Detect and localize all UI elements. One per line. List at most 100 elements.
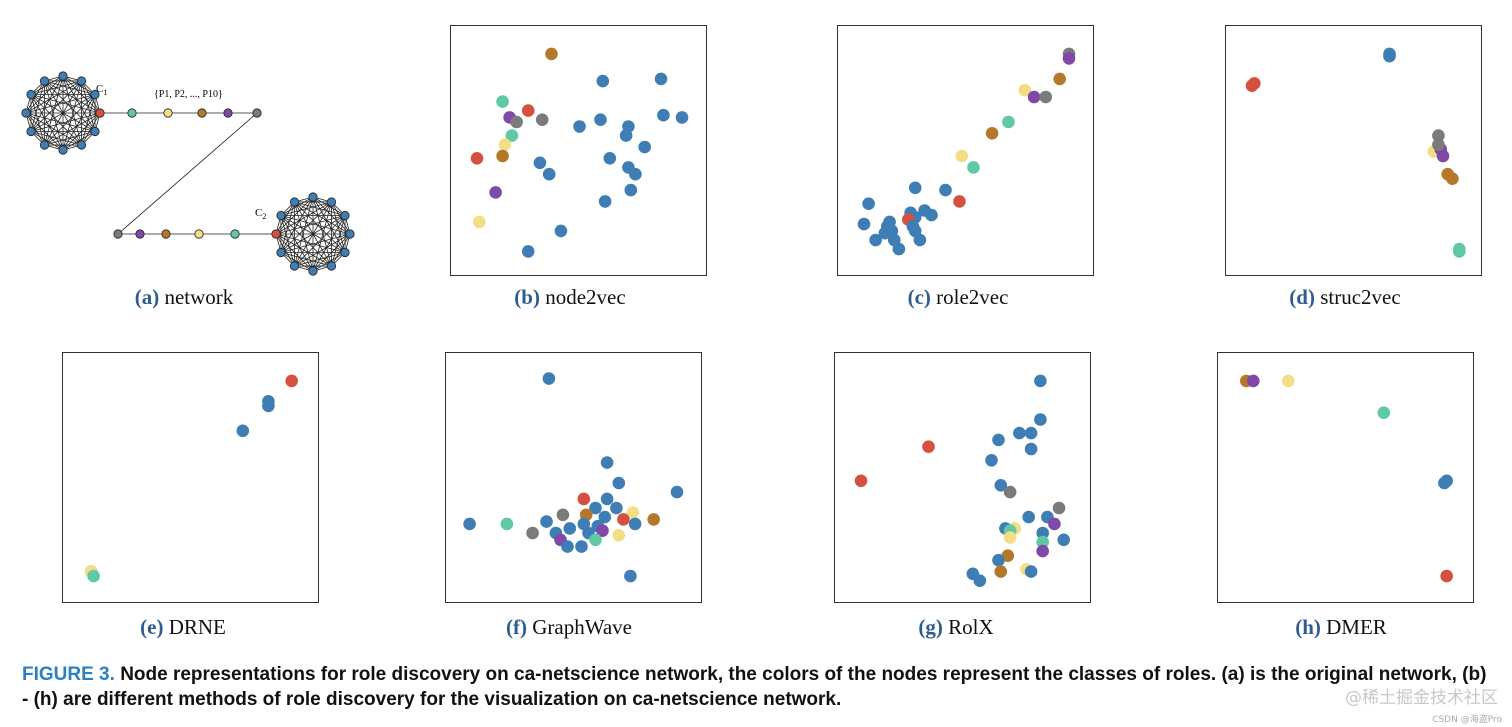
scatter-point-g-2 (1013, 426, 1026, 440)
scatter-point-g-8 (854, 474, 868, 488)
clique-c2-node (289, 197, 300, 207)
clique-c2-edge (294, 196, 314, 267)
scatter-point-b-24 (489, 186, 502, 199)
clique-c1-edge (30, 94, 82, 146)
network-nodes (21, 71, 355, 276)
clique-c1-edge (30, 94, 96, 132)
scatter-point-b-15 (619, 129, 633, 142)
scatter-point-f-6 (589, 501, 602, 515)
scatter-point-f-12 (617, 513, 630, 526)
scatter-point-c-20 (857, 217, 871, 231)
scatter-point-b-19 (533, 156, 547, 170)
scatter-point-g-14 (1048, 517, 1061, 531)
caption-e-title: DRNE (168, 615, 226, 639)
scatter-point-g-1 (1034, 413, 1047, 426)
caption-h: (h) DMER (1295, 615, 1387, 640)
clique-c1-edge (25, 112, 96, 132)
clique-c1-edge (25, 80, 45, 114)
clique-c1-edge (30, 80, 82, 132)
scatter-point-g-20 (1036, 535, 1049, 549)
caption-g-title: RolX (948, 615, 994, 639)
scatter-point-c-2 (1053, 72, 1066, 86)
clique-c1-node (26, 89, 36, 100)
clique-c2-edge (294, 201, 346, 253)
scatter-point-b-27 (473, 215, 486, 229)
clique-c2-edge (280, 252, 314, 272)
clique-c1-edge (44, 80, 96, 132)
scatter-svg-c (857, 47, 1076, 256)
scatter-point-c-24 (878, 226, 892, 240)
scatter-point-b-17 (496, 149, 509, 163)
scatter-point-f-22 (526, 526, 539, 540)
scatter-point-f-8 (556, 508, 570, 522)
scatter-point-g-0 (1034, 374, 1047, 388)
scatter-point-f-2 (612, 476, 626, 490)
scatter-point-b-11 (573, 120, 586, 133)
scatter-point-f-27 (589, 533, 602, 547)
scatter-point-g-12 (1022, 510, 1035, 524)
caption-e: (e) DRNE (140, 615, 226, 640)
figure-label: FIGURE 3. (22, 664, 115, 685)
scatter-point-d-8 (1432, 138, 1445, 151)
scatter-point-c-28 (913, 233, 927, 247)
clique-c1-node (39, 140, 50, 150)
clique-c2-edge (280, 201, 295, 253)
scatter-point-g-11 (1052, 501, 1066, 515)
path2-node (230, 229, 240, 239)
scatter-point-g-10 (1003, 485, 1017, 499)
clique-c2-edge (312, 215, 346, 272)
scatter-point-b-18 (470, 152, 484, 165)
scatter-point-d-3 (1245, 79, 1259, 92)
clique-c1-edge (44, 75, 64, 146)
caption-d-title: struc2vec (1320, 285, 1401, 309)
scatter-point-f-25 (612, 529, 626, 542)
scatter-point-f-3 (670, 485, 684, 499)
scatter-point-f-0 (542, 372, 556, 385)
path1-node (252, 108, 262, 118)
caption-a-label: (a) (134, 285, 160, 309)
caption-b-label: (b) (514, 285, 540, 309)
clique-c1-node (76, 140, 87, 150)
scatter-point-f-28 (561, 540, 574, 553)
scatter-point-g-24 (992, 553, 1005, 567)
scatter-point-f-19 (628, 517, 642, 531)
path2-node (161, 229, 171, 239)
scatter-point-g-18 (1036, 526, 1049, 540)
clique-c1-edge (62, 94, 96, 151)
caption-e-label: (e) (140, 615, 164, 639)
scatter-svg-b (470, 47, 689, 258)
scatter-point-h-3 (1377, 406, 1391, 419)
clique-c1-node (58, 145, 68, 155)
scatter-point-e-0 (285, 374, 298, 388)
path1-node (197, 108, 207, 118)
scatter-point-c-7 (985, 127, 999, 140)
scatter-point-f-15 (463, 517, 476, 531)
clique-c2-node (308, 266, 318, 276)
scatter-point-b-14 (498, 138, 512, 151)
scatter-point-b-9 (657, 108, 670, 122)
scatter-point-e-6 (87, 569, 100, 583)
clique-c1-edge (25, 80, 82, 114)
caption-c: (c) role2vec (908, 285, 1009, 310)
scatter-point-c-11 (939, 183, 952, 197)
scatter-point-g-7 (985, 454, 998, 467)
c2-label: C2 (255, 207, 266, 221)
clique-c1-edge (44, 80, 64, 151)
scatter-point-h-2 (1282, 374, 1295, 388)
caption-h-title: DMER (1326, 615, 1387, 639)
scatter-point-b-3 (496, 95, 509, 108)
caption-f: (f) GraphWave (506, 615, 632, 640)
figure-caption-text: Node representations for role discovery … (22, 664, 1487, 710)
clique-c1-node (21, 108, 31, 118)
scatter-point-g-3 (1024, 426, 1038, 440)
clique-c2-node (271, 229, 281, 239)
network-diagram: C1 C2 {P1, P2, ..., P10} (21, 71, 355, 276)
clique-c2-edge (294, 201, 314, 272)
scatter-point-c-8 (955, 149, 969, 163)
bridge-edge (117, 112, 258, 235)
clique-c2-edge (280, 233, 351, 253)
figure-caption: FIGURE 3. Node representations for role … (22, 662, 1492, 712)
caption-h-label: (h) (1295, 615, 1321, 639)
clique-c2-edge (280, 215, 332, 267)
scatter-svg-e (85, 374, 298, 583)
